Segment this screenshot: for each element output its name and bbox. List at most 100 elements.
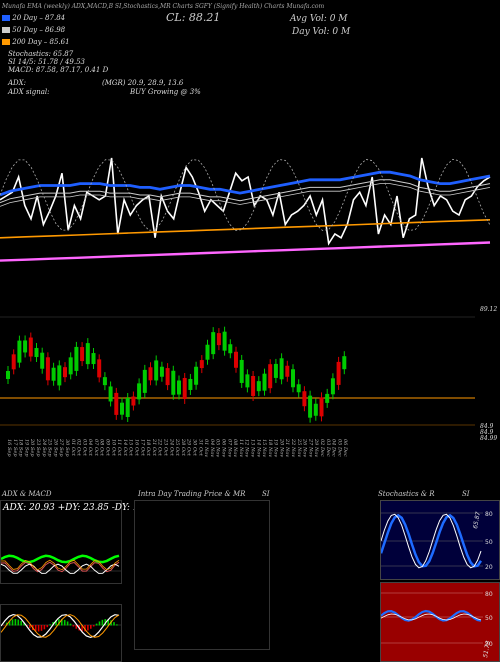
intraday-panel	[134, 500, 270, 650]
date-label: 25 Oct	[174, 438, 180, 457]
date-label: 21 Oct	[151, 438, 157, 457]
candle-body	[108, 386, 113, 402]
date-label: 13 Nov	[249, 439, 255, 457]
candle-body	[125, 397, 130, 417]
ema50-line	[0, 179, 491, 204]
macd-bar	[92, 625, 95, 627]
date-label: 06 Nov	[220, 439, 226, 457]
mr-white-line	[381, 613, 482, 621]
candle-body	[205, 344, 210, 360]
date-label: 18 Nov	[267, 439, 273, 457]
candle-body	[245, 374, 250, 388]
macd-bar	[17, 619, 20, 626]
candle-body	[45, 357, 50, 381]
macd-bar	[101, 619, 104, 626]
candle-body	[63, 367, 67, 378]
ema20-line	[0, 170, 491, 197]
candlestick-chart	[0, 316, 475, 426]
macd-bar	[87, 625, 89, 631]
macd-bar	[11, 619, 14, 626]
date-label: 01 Oct	[70, 439, 76, 457]
stochastics-panel: 80 50 20 65.87	[380, 500, 500, 580]
chart-header-line: Munafa EMA (weekly) ADX,MACD,B SI,Stocha…	[2, 3, 325, 10]
candle-body	[80, 347, 85, 362]
date-label: 25 Sep	[47, 438, 53, 457]
date-label: 23 Sep	[35, 438, 41, 457]
si-value: SI 14/5: 51.78 / 49.53	[8, 58, 85, 66]
macd-bar	[95, 623, 98, 626]
candle-body	[256, 381, 261, 392]
adx-panel-values: ADX: 20.93 +DY: 23.85 -DY: 15.6	[3, 503, 153, 513]
date-axis: 16 Sep 17 Sep 18 Sep 19 Sep 20 Sep 23 Sep 24 S…	[6, 438, 348, 457]
stochastics-value: Stochastics: 65.87	[8, 50, 74, 58]
candle-body	[211, 332, 216, 355]
date-label: 24 Sep	[41, 438, 47, 457]
candle-body	[114, 392, 119, 415]
price-line	[0, 157, 491, 246]
candle-body	[279, 358, 284, 380]
macd-bar	[81, 625, 83, 632]
stoch-tick: 80	[485, 511, 493, 518]
macd-bar	[61, 619, 63, 626]
macd-bar	[46, 625, 49, 628]
candle-body	[296, 384, 301, 393]
candle-body	[97, 359, 102, 378]
candle-body	[57, 365, 62, 386]
stoch-white-line	[381, 513, 482, 569]
date-label: 17 Oct	[139, 439, 145, 457]
date-label: 21 Nov	[284, 438, 290, 457]
macd-bar	[3, 625, 5, 626]
candle-body	[137, 383, 142, 400]
date-label: 20 Nov	[278, 438, 284, 457]
date-label: 04 Dec	[331, 439, 337, 457]
right-label-3: 84.9	[480, 429, 494, 436]
macd-bar	[14, 619, 17, 626]
date-label: 17 Sep	[12, 439, 18, 457]
date-label: 23 Oct	[163, 438, 169, 457]
date-label: 22 Oct	[157, 438, 163, 457]
date-label: 29 Oct	[186, 438, 192, 457]
date-label: 01 Nov	[203, 439, 209, 457]
intraday-si: SI	[262, 490, 270, 498]
candle-body	[239, 359, 244, 383]
candle-body	[11, 354, 16, 370]
right-label-1: 89.12	[480, 306, 498, 313]
mr-value-label: 51.78	[482, 640, 492, 658]
legend-ema200: 200 Day – 85.61	[2, 38, 70, 46]
date-label: 08 Oct	[99, 439, 105, 457]
candle-body	[182, 377, 187, 399]
date-label: 26 Nov	[302, 438, 308, 457]
stoch-title: Stochastics & R	[378, 490, 435, 498]
date-label: 15 Nov	[261, 439, 267, 457]
date-label: 25 Nov	[296, 438, 302, 457]
adx-signal-value: BUY Growing @ 3%	[130, 88, 201, 96]
date-label: 31 Oct	[197, 439, 203, 457]
adx-label: ADX:	[8, 79, 27, 87]
macd-bar	[116, 624, 118, 626]
macd-bar	[66, 621, 69, 626]
candle-body	[17, 340, 22, 363]
macd-bar	[34, 625, 37, 632]
price-ema-chart	[0, 157, 491, 262]
date-label: 07 Oct	[93, 439, 99, 457]
candle-body	[188, 378, 193, 390]
macd-bar	[110, 620, 112, 626]
candle-body	[159, 366, 164, 377]
mr-blue-line	[381, 609, 482, 622]
candle-body	[34, 348, 39, 358]
candle-body	[251, 376, 256, 397]
date-label: 02 Oct	[76, 439, 82, 457]
macd-bar	[72, 625, 75, 627]
candle-body	[228, 344, 233, 354]
candle-body	[336, 361, 341, 385]
stoch-value-label: 65.87	[472, 511, 482, 529]
candle-body	[319, 397, 324, 417]
adx-signal-label: ADX signal:	[8, 88, 50, 96]
stoch-tick: 20	[485, 564, 493, 571]
adx-white-line	[1, 563, 120, 574]
mr-tick: 20	[485, 641, 493, 648]
date-label: 19 Sep	[23, 439, 29, 457]
right-label-2: 84.9	[480, 423, 494, 430]
legend-ema50-label: 50 Day – 86.98	[12, 26, 66, 34]
